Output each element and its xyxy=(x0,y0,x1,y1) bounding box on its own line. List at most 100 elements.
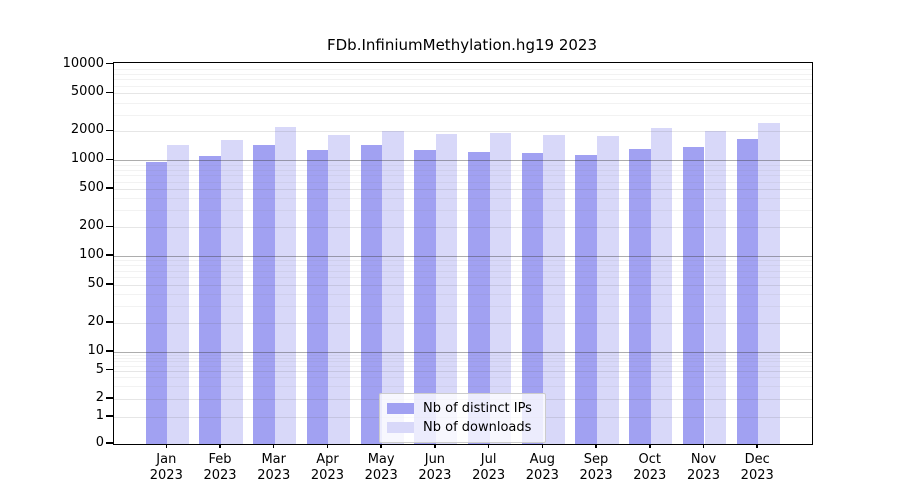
bar-distinct-ips-aug xyxy=(521,153,544,444)
y-tick-mark xyxy=(106,187,113,189)
gridline-70 xyxy=(114,270,812,272)
chart-title: FDb.InfiniumMethylation.hg19 2023 xyxy=(327,36,597,54)
x-tick-label-mar: Mar 2023 xyxy=(257,452,291,483)
y-tick-mark xyxy=(106,225,113,227)
x-tick-mark xyxy=(756,443,758,448)
x-tick-label-aug: Aug 2023 xyxy=(525,452,559,483)
bar-distinct-ips-oct xyxy=(629,148,651,444)
bar-distinct-ips-apr xyxy=(306,150,329,444)
y-tick-label-5: 5 xyxy=(95,361,104,377)
gridline-10 xyxy=(114,351,812,353)
bar-distinct-ips-feb xyxy=(199,156,221,444)
gridline-7000 xyxy=(114,79,812,81)
x-tick-mark xyxy=(434,443,436,448)
y-tick-mark xyxy=(106,368,113,371)
legend-item-downloads: Nb of downloads xyxy=(387,418,538,437)
bar-downloads-feb xyxy=(221,140,243,444)
gridline-900 xyxy=(114,164,812,166)
y-tick-label-1000: 1000 xyxy=(70,151,104,167)
y-tick-mark xyxy=(106,415,113,417)
bars-layer xyxy=(114,63,812,444)
bar-downloads-oct xyxy=(650,127,673,444)
y-tick-label-50: 50 xyxy=(87,275,104,291)
y-tick-mark xyxy=(106,254,113,256)
y-tick-label-500: 500 xyxy=(79,180,104,196)
legend: Nb of distinct IPs Nb of downloads xyxy=(379,393,546,443)
gridline-3 xyxy=(114,386,812,388)
y-tick-mark xyxy=(106,442,113,444)
gridline-300 xyxy=(114,210,812,212)
legend-label-downloads: Nb of downloads xyxy=(423,420,532,435)
bar-downloads-dec xyxy=(758,122,780,444)
y-tick-label-10000: 10000 xyxy=(62,55,104,71)
bar-downloads-jun xyxy=(435,133,458,444)
gridline-4 xyxy=(114,377,812,379)
bar-downloads-aug xyxy=(543,134,565,444)
bar-distinct-ips-jan xyxy=(145,162,168,444)
y-tick-mark xyxy=(106,158,113,161)
x-tick-mark xyxy=(541,443,544,448)
gridline-2000 xyxy=(114,131,812,133)
gridline-6 xyxy=(114,365,812,367)
x-tick-label-jan: Jan 2023 xyxy=(149,452,183,483)
gridline-9000 xyxy=(114,68,812,70)
gridline-20 xyxy=(114,323,812,325)
x-tick-mark xyxy=(326,443,329,448)
x-tick-label-dec: Dec 2023 xyxy=(740,452,774,483)
gridline-3000 xyxy=(114,114,812,116)
y-tick-mark xyxy=(106,397,113,399)
y-tick-label-200: 200 xyxy=(79,218,104,234)
x-tick-mark xyxy=(219,443,221,448)
bar-distinct-ips-nov xyxy=(682,146,705,444)
x-tick-mark xyxy=(595,443,597,448)
bar-downloads-may xyxy=(382,131,404,444)
gridline-5000 xyxy=(114,93,812,95)
gridline-800 xyxy=(114,169,812,171)
y-tick-label-2: 2 xyxy=(95,390,104,405)
bar-downloads-sep xyxy=(597,135,619,444)
plot-area: Nb of distinct IPs Nb of downloads xyxy=(113,62,813,445)
x-tick-label-may: May 2023 xyxy=(364,452,398,483)
y-tick-label-100: 100 xyxy=(79,247,104,263)
gridline-100 xyxy=(114,256,812,258)
gridline-8000 xyxy=(114,73,812,75)
x-tick-label-feb: Feb 2023 xyxy=(203,452,237,483)
gridline-400 xyxy=(114,198,812,200)
x-tick-label-nov: Nov 2023 xyxy=(686,452,721,483)
bar-distinct-ips-jun xyxy=(414,150,436,444)
legend-item-distinct-ips: Nb of distinct IPs xyxy=(387,399,538,418)
bar-downloads-apr xyxy=(328,134,351,444)
bar-distinct-ips-sep xyxy=(575,154,598,444)
gridline-7 xyxy=(114,361,812,363)
gridline-4000 xyxy=(114,102,812,104)
gridline-700 xyxy=(114,175,812,177)
gridline-60 xyxy=(114,277,812,279)
bar-downloads-jul xyxy=(489,132,512,444)
gridline-5 xyxy=(114,370,812,372)
x-tick-label-apr: Apr 2023 xyxy=(310,452,344,483)
y-tick-label-2000: 2000 xyxy=(70,122,104,138)
gridline-8 xyxy=(114,357,812,359)
y-tick-mark xyxy=(106,283,113,285)
y-tick-label-20: 20 xyxy=(87,314,104,330)
gridline-1000 xyxy=(114,160,812,162)
bar-downloads-nov xyxy=(704,131,727,444)
y-tick-label-10: 10 xyxy=(87,342,104,358)
x-tick-mark xyxy=(165,443,168,448)
gridline-40 xyxy=(114,294,812,296)
bar-distinct-ips-may xyxy=(360,145,383,444)
y-tick-label-1: 1 xyxy=(95,408,104,423)
gridline-50 xyxy=(114,284,812,286)
x-tick-mark xyxy=(487,443,490,448)
gridline-600 xyxy=(114,181,812,183)
gridline-90 xyxy=(114,260,812,262)
y-tick-label-5000: 5000 xyxy=(70,84,104,100)
y-tick-mark xyxy=(106,62,113,65)
y-tick-mark xyxy=(106,129,113,132)
y-tick-mark xyxy=(106,350,113,352)
gridline-200 xyxy=(114,227,812,229)
x-tick-mark xyxy=(702,443,705,448)
bar-distinct-ips-jul xyxy=(468,151,490,444)
bar-distinct-ips-mar xyxy=(253,144,275,444)
